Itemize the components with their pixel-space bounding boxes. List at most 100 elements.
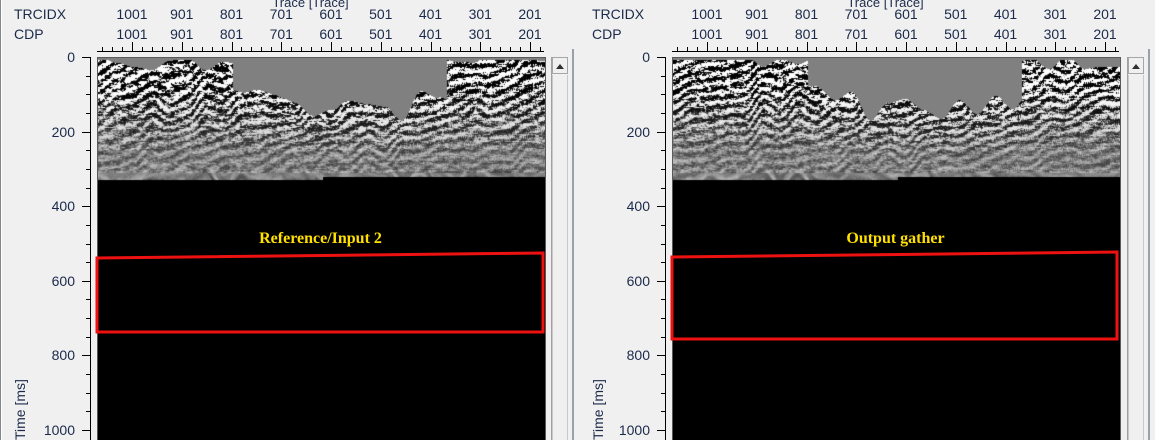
x-axis-minor-tick xyxy=(1075,47,1076,51)
y-axis-minor-tick xyxy=(661,262,665,263)
header-tick-value: 601 xyxy=(319,26,343,42)
y-axis-minor-tick xyxy=(661,169,665,170)
header-tick-value: 701 xyxy=(269,6,293,22)
header-row-label-trcidx: TRCIDX xyxy=(592,6,645,22)
x-axis-minor-tick xyxy=(341,47,342,51)
x-axis-minor-tick xyxy=(876,47,877,51)
header-tick-value: 701 xyxy=(269,26,293,42)
x-axis-minor-tick xyxy=(301,47,302,51)
x-axis-minor-tick xyxy=(440,47,441,51)
y-axis-minor-tick xyxy=(86,374,90,375)
y-axis-minor-tick xyxy=(86,337,90,338)
y-axis-major-tick xyxy=(657,132,666,133)
seismic-image-left[interactable] xyxy=(97,57,546,440)
vertical-scrollbar-right[interactable] xyxy=(1127,57,1144,440)
seismic-image-right[interactable] xyxy=(672,57,1121,440)
x-axis-minor-tick xyxy=(102,47,103,51)
x-axis-major-tick xyxy=(182,42,183,51)
x-axis-minor-tick xyxy=(697,47,698,51)
x-axis-minor-tick xyxy=(986,47,987,51)
y-axis-minor-tick xyxy=(661,225,665,226)
header-tick-value: 801 xyxy=(794,6,819,22)
y-axis-minor-tick xyxy=(86,169,90,170)
y-axis-major-tick xyxy=(657,430,666,431)
y-axis-minor-tick xyxy=(86,76,90,77)
x-axis-minor-tick xyxy=(510,47,511,51)
x-axis-title: Trace [Trace] xyxy=(847,0,924,10)
y-axis-tick-label: 800 xyxy=(626,347,650,363)
y-axis-minor-tick xyxy=(661,244,665,245)
header-tick-value: 1001 xyxy=(116,26,148,42)
y-axis-tick-label: 800 xyxy=(51,347,75,363)
y-axis-major-tick xyxy=(82,206,91,207)
window-border-left-highlight xyxy=(1,0,2,440)
header-tick-value: 901 xyxy=(745,6,769,22)
header-tick-value: 201 xyxy=(1093,6,1117,22)
x-axis-minor-tick xyxy=(162,47,163,51)
y-axis-minor-tick xyxy=(661,94,665,95)
vertical-scrollbar-left[interactable] xyxy=(551,57,568,440)
scroll-up-button[interactable] xyxy=(1128,57,1144,74)
x-axis-minor-tick xyxy=(411,47,412,51)
x-axis-minor-tick xyxy=(401,47,402,51)
header-tick-value: 401 xyxy=(418,26,443,42)
header-tick-value: 401 xyxy=(418,6,443,22)
header-tick-value: 501 xyxy=(944,6,968,22)
x-axis-minor-tick xyxy=(1015,47,1016,51)
scroll-track[interactable] xyxy=(552,75,568,440)
x-axis-minor-tick xyxy=(996,47,997,51)
header-tick-value: 501 xyxy=(369,6,393,22)
y-axis-tick-label: 0 xyxy=(67,49,75,65)
x-axis-major-tick xyxy=(381,42,382,51)
x-axis-minor-tick xyxy=(846,47,847,51)
x-axis-minor-tick xyxy=(152,47,153,51)
y-axis-major-tick xyxy=(82,355,91,356)
header-tick-value: 301 xyxy=(468,26,492,42)
header-tick-value: 901 xyxy=(170,26,194,42)
x-axis-minor-tick xyxy=(966,47,967,51)
x-axis-minor-tick xyxy=(896,47,897,51)
y-axis-major-tick xyxy=(657,57,666,58)
scroll-track[interactable] xyxy=(1128,75,1144,440)
x-axis-minor-tick xyxy=(787,47,788,51)
x-axis-major-tick xyxy=(956,42,957,51)
x-axis-minor-tick xyxy=(112,47,113,51)
header-tick-value: 801 xyxy=(219,26,244,42)
header-tick-value: 301 xyxy=(1043,6,1067,22)
header-tick-value: 801 xyxy=(794,26,819,42)
x-axis-minor-tick xyxy=(767,47,768,51)
x-axis-minor-tick xyxy=(321,47,322,51)
scroll-up-button[interactable] xyxy=(552,57,568,74)
header-tick-value: 1001 xyxy=(691,26,723,42)
x-axis-major-tick xyxy=(530,42,531,51)
x-axis-minor-tick xyxy=(936,47,937,51)
x-axis-minor-tick xyxy=(192,47,193,51)
y-axis-tick-label: 400 xyxy=(626,198,650,214)
x-axis-minor-tick xyxy=(490,47,491,51)
x-axis-minor-tick xyxy=(500,47,501,51)
y-axis-minor-tick xyxy=(86,188,90,189)
y-axis-minor-tick xyxy=(86,262,90,263)
y-axis-major-tick xyxy=(82,57,91,58)
x-axis-minor-tick xyxy=(866,47,867,51)
x-axis-minor-tick xyxy=(470,47,471,51)
scroll-up-arrow-icon xyxy=(556,63,564,69)
x-axis-title: Trace [Trace] xyxy=(272,0,349,10)
y-axis-major-tick xyxy=(657,355,666,356)
header-tick-value: 301 xyxy=(1043,26,1067,42)
y-axis-line xyxy=(90,57,91,440)
y-axis-title: Time [ms] xyxy=(590,379,606,440)
x-axis-major-tick xyxy=(132,42,133,51)
x-axis-minor-tick xyxy=(1095,47,1096,51)
x-axis-minor-tick xyxy=(261,47,262,51)
x-axis-major-tick xyxy=(807,42,808,51)
x-axis-minor-tick xyxy=(687,47,688,51)
y-axis-minor-tick xyxy=(661,150,665,151)
header-tick-value: 401 xyxy=(993,6,1018,22)
x-axis-minor-tick xyxy=(450,47,451,51)
x-axis-minor-tick xyxy=(520,47,521,51)
x-axis-minor-tick xyxy=(540,47,541,51)
x-axis-major-tick xyxy=(1055,42,1056,51)
y-axis-tick-label: 200 xyxy=(626,124,650,140)
x-axis-minor-tick xyxy=(797,47,798,51)
